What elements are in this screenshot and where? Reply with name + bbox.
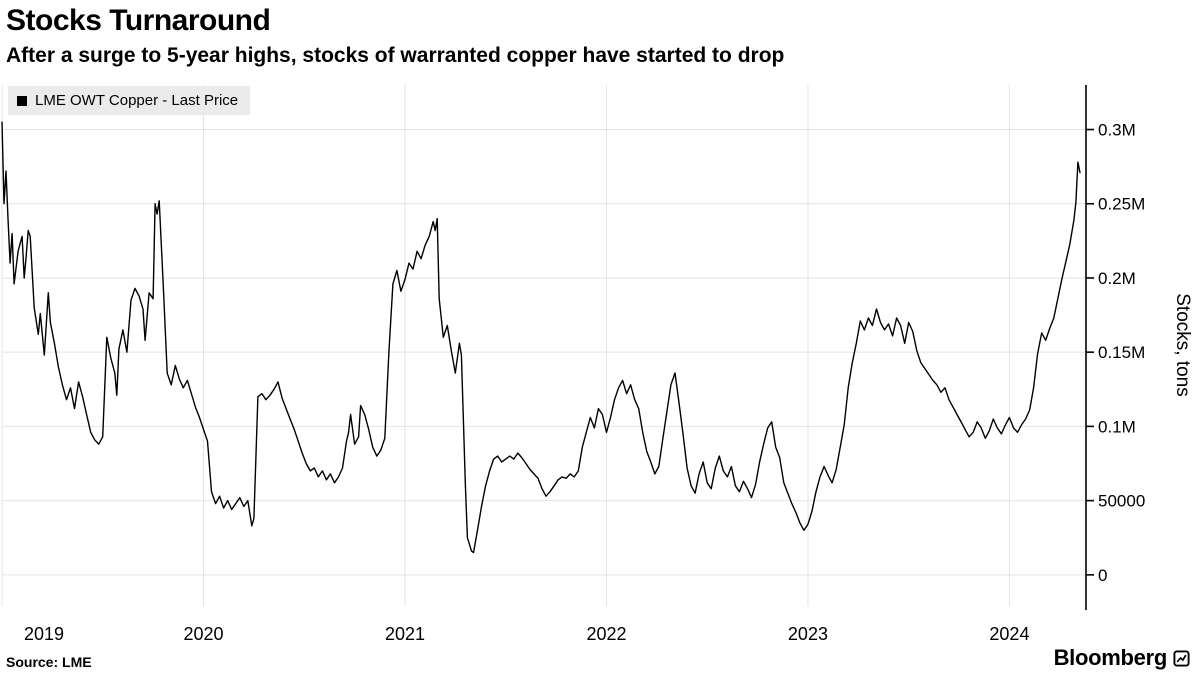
bloomberg-chart-icon (1173, 649, 1190, 667)
page-subtitle: After a surge to 5-year highs, stocks of… (6, 44, 785, 67)
y-tick-label: 0 (1098, 566, 1107, 585)
x-tick-label: 2023 (788, 624, 828, 644)
bloomberg-logo: Bloomberg (1054, 645, 1190, 671)
series-layer (1, 121, 1081, 554)
y-tick-label: 0.3M (1098, 121, 1136, 140)
x-tick-label: 2024 (989, 624, 1029, 644)
axis-layer: 0 50000 0.1M 0.15M 0.2M 0.25M 0.3M 2019 2020 2021… (24, 85, 1145, 644)
legend: LME OWT Copper - Last Price (8, 86, 251, 115)
legend-label: LME OWT Copper - Last Price (35, 92, 239, 109)
y-tick-label: 0.2M (1098, 269, 1136, 288)
x-tick-label: 2021 (385, 624, 425, 644)
source-label: Source: LME (6, 654, 92, 670)
x-tick-label: 2022 (586, 624, 626, 644)
y-tick-label: 0.25M (1098, 195, 1145, 214)
page-title: Stocks Turnaround (6, 4, 271, 37)
x-tick-label: 2019 (24, 624, 64, 644)
x-tick-label: 2020 (183, 624, 223, 644)
y-tick-label: 0.1M (1098, 417, 1136, 436)
y-tick-label: 0.15M (1098, 343, 1145, 362)
price-line (1, 121, 1081, 554)
legend-square-icon (17, 95, 27, 106)
y-axis-title: Stocks, tons (1172, 293, 1193, 397)
y-tick-label: 50000 (1098, 492, 1145, 511)
bloomberg-wordmark: Bloomberg (1053, 645, 1168, 670)
grid-layer (1, 85, 1086, 606)
